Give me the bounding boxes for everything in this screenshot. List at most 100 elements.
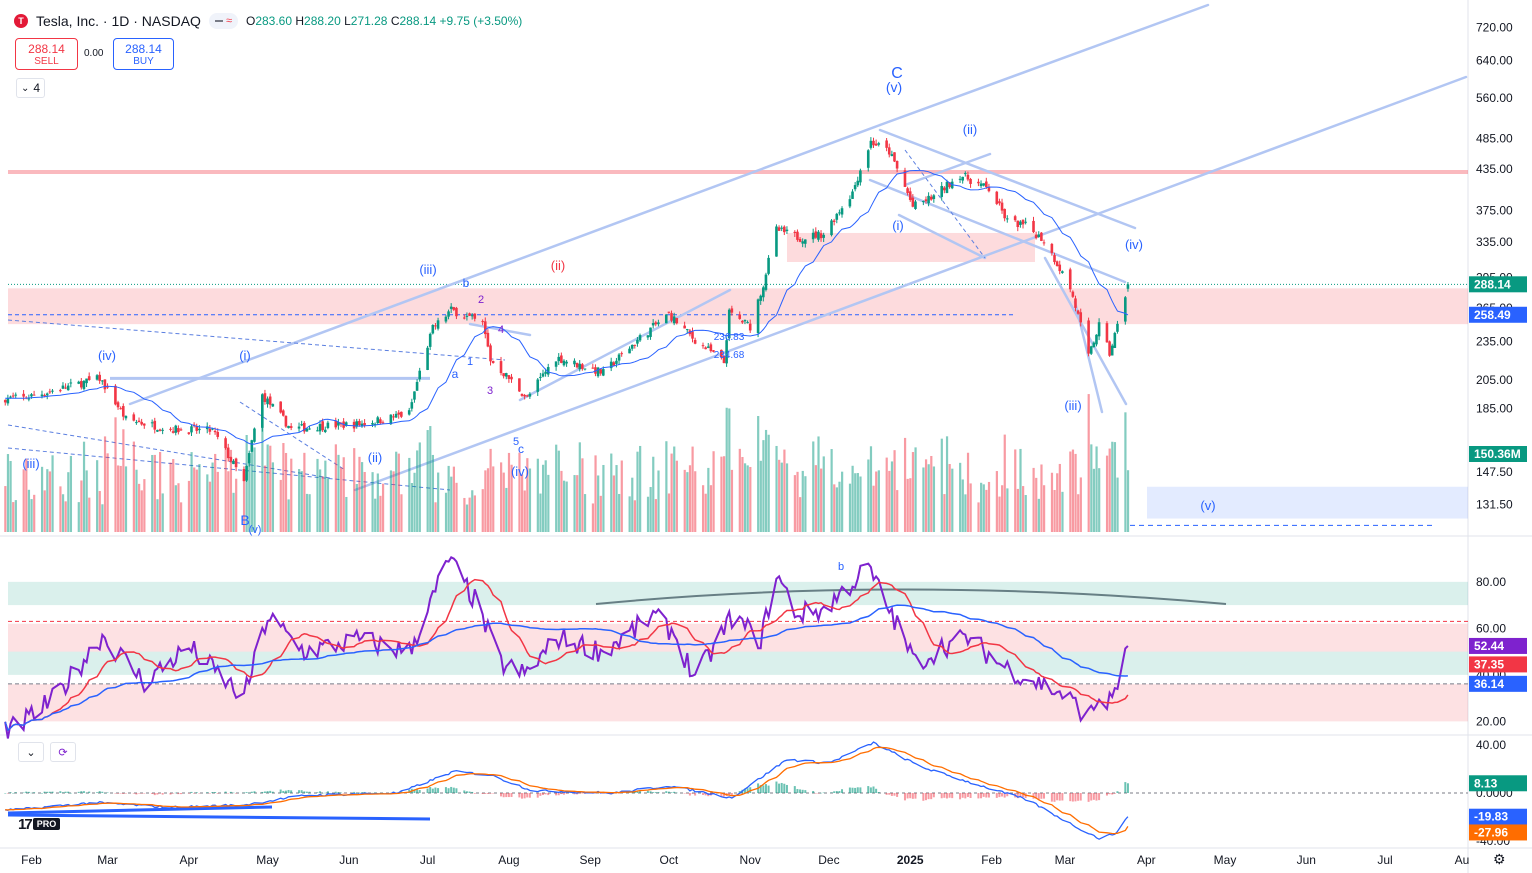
wave-label: B xyxy=(240,512,249,528)
volume-bar xyxy=(951,468,954,532)
candle xyxy=(1005,215,1009,223)
volume-bar xyxy=(12,502,15,532)
price-tick-label: 375.00 xyxy=(1476,203,1513,217)
volume-bar xyxy=(67,472,70,532)
refresh-button[interactable]: ⟳ xyxy=(50,742,76,762)
indicators-toggle[interactable]: ⌄ 4 xyxy=(16,78,46,98)
macd-histogram-bar xyxy=(927,793,930,800)
candle-body xyxy=(948,182,951,188)
macd-histogram-bar xyxy=(1006,793,1009,797)
buy-button[interactable]: 288.14 BUY xyxy=(113,38,174,70)
candle-body xyxy=(1116,323,1119,332)
volume-bar xyxy=(151,454,154,532)
candle-body xyxy=(796,231,799,240)
volume-bar xyxy=(872,485,875,532)
macd-histogram-bar xyxy=(730,793,733,796)
volume-bar xyxy=(817,436,820,532)
candle xyxy=(132,412,136,422)
macd-histogram-bar xyxy=(463,790,466,793)
candle xyxy=(465,312,469,321)
volume-bar xyxy=(174,485,177,532)
volume-bar xyxy=(371,472,374,532)
candle-body xyxy=(924,199,928,202)
candle-body xyxy=(59,390,62,392)
volume-bar xyxy=(1079,477,1082,532)
candle-body xyxy=(153,420,157,430)
volume-bar xyxy=(909,478,912,532)
candle xyxy=(415,379,419,391)
candle xyxy=(518,378,521,392)
candle xyxy=(893,152,896,163)
volume-bar xyxy=(308,494,311,532)
macd-histogram-bar xyxy=(269,790,272,793)
candle-body xyxy=(895,160,899,169)
volume-bar xyxy=(778,459,781,532)
candle xyxy=(179,427,183,431)
candle xyxy=(1113,331,1117,349)
volume-bar xyxy=(1087,394,1090,532)
candle xyxy=(704,346,707,350)
volume-bar xyxy=(1056,473,1059,532)
candle xyxy=(321,418,324,432)
macd-histogram-bar xyxy=(924,793,927,801)
candle-body xyxy=(106,386,109,388)
collapse-pane-button[interactable]: ⌄ xyxy=(18,742,44,762)
sell-price: 288.14 xyxy=(28,41,65,56)
candle-body xyxy=(263,393,267,402)
candle-body xyxy=(1110,345,1114,356)
volume-bar xyxy=(544,460,547,532)
candle-body xyxy=(832,220,836,222)
candle-body xyxy=(234,458,238,468)
candle xyxy=(525,394,529,398)
time-tick-label: Mar xyxy=(97,853,118,867)
candle-body xyxy=(727,309,731,339)
candle-body xyxy=(987,187,991,192)
macd-histogram-bar xyxy=(998,793,1001,798)
rsi-badge: 52.44 xyxy=(1474,639,1504,653)
rsi-arc-line xyxy=(595,588,1227,605)
candle xyxy=(379,417,382,425)
tradingview-logo[interactable]: 17 PRO xyxy=(18,816,61,833)
candle-body xyxy=(101,380,104,382)
macd-histogram-bar xyxy=(541,793,544,796)
volume-bar xyxy=(80,480,83,532)
wave-label: C xyxy=(891,65,903,82)
candle xyxy=(6,394,10,406)
macd-histogram-bar xyxy=(838,791,841,793)
time-tick-label: May xyxy=(256,853,279,867)
macd-histogram-bar xyxy=(245,792,248,793)
candle-body xyxy=(1050,243,1054,253)
candle-body xyxy=(284,415,288,427)
candle xyxy=(140,418,143,426)
macd-histogram-bar xyxy=(544,793,547,795)
volume-bar xyxy=(195,469,198,532)
macd-histogram-bar xyxy=(345,793,348,794)
pill-toggle[interactable]: ≈ xyxy=(208,13,238,29)
macd-histogram-bar xyxy=(906,793,909,799)
sell-button[interactable]: 288.14 SELL xyxy=(15,38,78,70)
volume-bar xyxy=(1116,477,1119,532)
candle xyxy=(447,309,450,320)
macd-histogram-bar xyxy=(22,792,25,794)
candle-body xyxy=(64,387,67,389)
candle xyxy=(3,399,7,406)
macd-histogram-bar xyxy=(69,792,72,794)
candle-body xyxy=(609,361,613,369)
candle xyxy=(859,168,862,186)
candle-body xyxy=(929,196,933,200)
symbol-title[interactable]: Tesla, Inc. · 1D · NASDAQ xyxy=(36,13,201,29)
candle xyxy=(911,194,915,208)
macd-histogram-bar xyxy=(560,793,563,795)
candle-body xyxy=(525,395,529,397)
volume-bar xyxy=(712,451,715,532)
volume-bar xyxy=(321,476,324,532)
macd-histogram-bar xyxy=(124,793,127,794)
volume-bar xyxy=(298,469,301,532)
settings-gear-icon[interactable]: ⚙ xyxy=(1493,851,1506,867)
candle-body xyxy=(546,367,550,375)
macd-histogram-bar xyxy=(429,787,432,793)
macd-histogram-bar xyxy=(1105,793,1108,796)
candle-body xyxy=(1040,232,1043,241)
candle xyxy=(22,390,25,401)
